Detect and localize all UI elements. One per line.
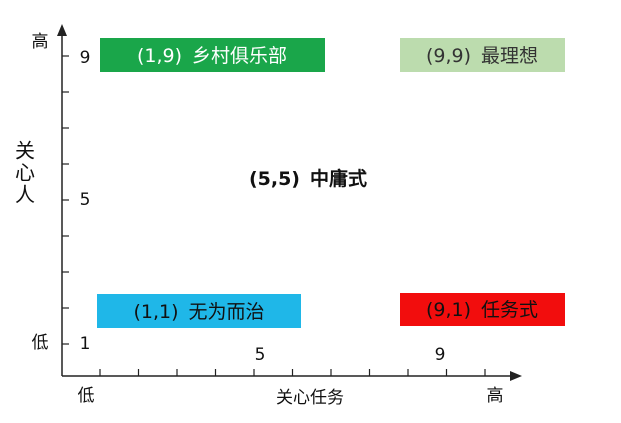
x-tick-label: 9 (435, 345, 446, 365)
y-tick-label: 1 (80, 334, 91, 354)
style-label: (9,9) 最理想 (426, 45, 538, 67)
box-impoverished (97, 294, 301, 328)
style-label: (1,9) 乡村俱乐部 (137, 45, 287, 67)
y-low: 低 (32, 333, 49, 353)
x-tick-label: 5 (255, 345, 266, 365)
y-tick-label: 9 (80, 48, 91, 68)
coords: (9,1) (426, 299, 471, 321)
name: 乡村俱乐部 (192, 45, 287, 67)
name: 任务式 (481, 299, 538, 321)
y-high: 高 (32, 32, 49, 52)
y-arrow (57, 24, 67, 36)
box-country-club (100, 38, 325, 72)
x-low: 低 (78, 386, 95, 406)
y-tick-label: 5 (80, 190, 91, 210)
name: 无为而治 (189, 301, 265, 323)
coords: (1,9) (137, 45, 182, 67)
style-label: (5,5) 中庸式 (249, 167, 367, 190)
name: 中庸式 (310, 167, 367, 190)
x-high: 高 (487, 386, 504, 406)
x-arrow (510, 371, 522, 381)
coords: (1,1) (133, 301, 178, 323)
coords: (9,9) (426, 45, 471, 67)
x-axis-label: 关心任务 (276, 388, 344, 408)
coords: (5,5) (249, 168, 300, 190)
name: 最理想 (481, 45, 538, 67)
style-label: (1,1) 无为而治 (133, 301, 264, 323)
style-label: (9,1) 任务式 (426, 299, 538, 321)
ticks (62, 55, 486, 376)
box-ideal (400, 38, 565, 72)
box-task (400, 293, 565, 326)
y-axis-label: 关心人 (12, 140, 36, 206)
